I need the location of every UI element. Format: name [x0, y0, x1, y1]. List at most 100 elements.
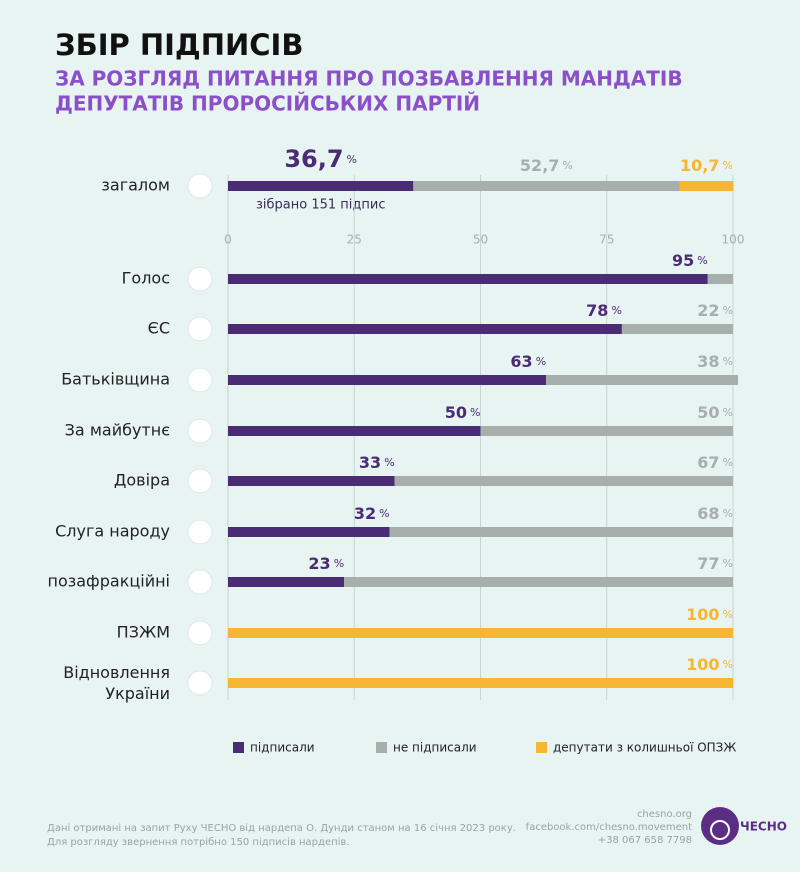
subtitle: ЗА РОЗГЛЯД ПИТАННЯ ПРО ПОЗБАВЛЕННЯ МАНДА… [55, 67, 683, 91]
bar-segment [228, 274, 708, 284]
y-tick-label: загалом [101, 176, 170, 195]
y-tick-label-line: Відновлення [63, 663, 170, 682]
data-label: 32% [354, 504, 390, 523]
data-label-value: 63 [510, 352, 532, 371]
y-tick-label: ЄС [148, 319, 170, 338]
data-label: 78% [586, 301, 622, 320]
data-label-value: 33 [359, 453, 381, 472]
x-tick-label: 0 [224, 233, 232, 247]
subtitle: ДЕПУТАТІВ ПРОРОСІЙСЬКИХ ПАРТІЙ [55, 92, 480, 116]
data-label-unit: % [723, 355, 733, 368]
data-label: 33% [359, 453, 395, 472]
bar-segment [480, 426, 733, 436]
bar-segment [679, 181, 734, 191]
logo-icon [710, 820, 730, 840]
bar-segment [344, 577, 733, 587]
data-label: 52,7% [520, 156, 573, 175]
category-icon [187, 670, 213, 696]
bar-segment [228, 426, 481, 436]
data-label-unit: % [723, 608, 733, 621]
data-label-unit: % [611, 304, 621, 317]
y-tick-label: Довіра [114, 471, 170, 490]
data-label-value: 38 [697, 352, 719, 371]
logo-icon [701, 807, 739, 845]
data-label-value: 78 [586, 301, 608, 320]
data-label: 10,7% [680, 156, 733, 175]
data-label-value: 68 [697, 504, 719, 523]
data-label-value: 32 [354, 504, 376, 523]
x-tick-label: 100 [722, 233, 745, 247]
legend-label: підписали [250, 741, 315, 755]
bar-segment [389, 527, 733, 537]
footnote: Дані отримані на запит Руху ЧЕСНО від на… [47, 822, 516, 834]
data-label-unit: % [697, 254, 707, 267]
data-label-value: 10,7 [680, 156, 719, 175]
data-label-unit: % [347, 153, 357, 166]
legend-label: депутати з колишньої ОПЗЖ [553, 741, 736, 755]
data-label: 68% [697, 504, 733, 523]
y-tick-label-line: України [105, 684, 170, 703]
data-label-unit: % [379, 507, 389, 520]
bar-segment [621, 324, 733, 334]
logo-text: ЧЕСНО [740, 820, 787, 834]
category-icon [187, 468, 213, 494]
y-tick-label: За майбутнє [65, 421, 170, 440]
category-icon [187, 173, 213, 199]
x-tick-label: 75 [599, 233, 614, 247]
bar-segment [228, 324, 622, 334]
chart-title: ЗБІР ПІДПИСІВ [55, 28, 303, 62]
data-label-value: 77 [697, 554, 719, 573]
bar-segment [228, 678, 733, 688]
legend-swatch [376, 742, 387, 753]
data-label-unit: % [562, 159, 572, 172]
data-label-unit: % [723, 406, 733, 419]
data-label-unit: % [723, 159, 733, 172]
data-label-value: 22 [697, 301, 719, 320]
data-label: 77% [697, 554, 733, 573]
data-label-value: 23 [308, 554, 330, 573]
data-label: 50% [697, 403, 733, 422]
data-label-unit: % [334, 557, 344, 570]
bar-segment [707, 274, 733, 284]
data-label: 23% [308, 554, 344, 573]
data-label: 36,7% [284, 145, 357, 173]
bar-segment [228, 375, 547, 385]
data-label-value: 36,7 [284, 145, 343, 173]
category-icon [187, 266, 213, 292]
data-label: 63% [510, 352, 546, 371]
data-label-value: 52,7 [520, 156, 559, 175]
data-label-unit: % [723, 557, 733, 570]
category-icon [187, 569, 213, 595]
x-tick-label: 50 [473, 233, 488, 247]
bar-segment [228, 527, 390, 537]
footnote: Для розгляду звернення потрібно 150 підп… [47, 836, 350, 848]
y-tick-label: Слуга народу [55, 522, 170, 541]
data-label: 22% [697, 301, 733, 320]
data-label: 50% [445, 403, 481, 422]
bar-segment [228, 577, 345, 587]
data-label-unit: % [723, 456, 733, 469]
bar-segment [228, 181, 414, 191]
category-icon [187, 620, 213, 646]
data-label-unit: % [536, 355, 546, 368]
bar-segment [546, 375, 739, 385]
data-label-unit: % [723, 507, 733, 520]
data-label: 95% [672, 251, 708, 270]
data-label: 67% [697, 453, 733, 472]
category-icon [187, 519, 213, 545]
legend-swatch [536, 742, 547, 753]
annotation: зібрано 151 підпис [256, 198, 386, 213]
y-tick-label: Відновлення України [63, 663, 170, 703]
data-label: 100% [686, 655, 733, 674]
category-icon [187, 316, 213, 342]
data-label-value: 100 [686, 655, 719, 674]
data-label-unit: % [723, 658, 733, 671]
legend-swatch [233, 742, 244, 753]
data-label-unit: % [470, 406, 480, 419]
legend-label: не підписали [393, 741, 477, 755]
contact: chesno.org [637, 809, 692, 820]
data-label-value: 100 [686, 605, 719, 624]
data-label-value: 50 [445, 403, 467, 422]
category-icon [187, 367, 213, 393]
